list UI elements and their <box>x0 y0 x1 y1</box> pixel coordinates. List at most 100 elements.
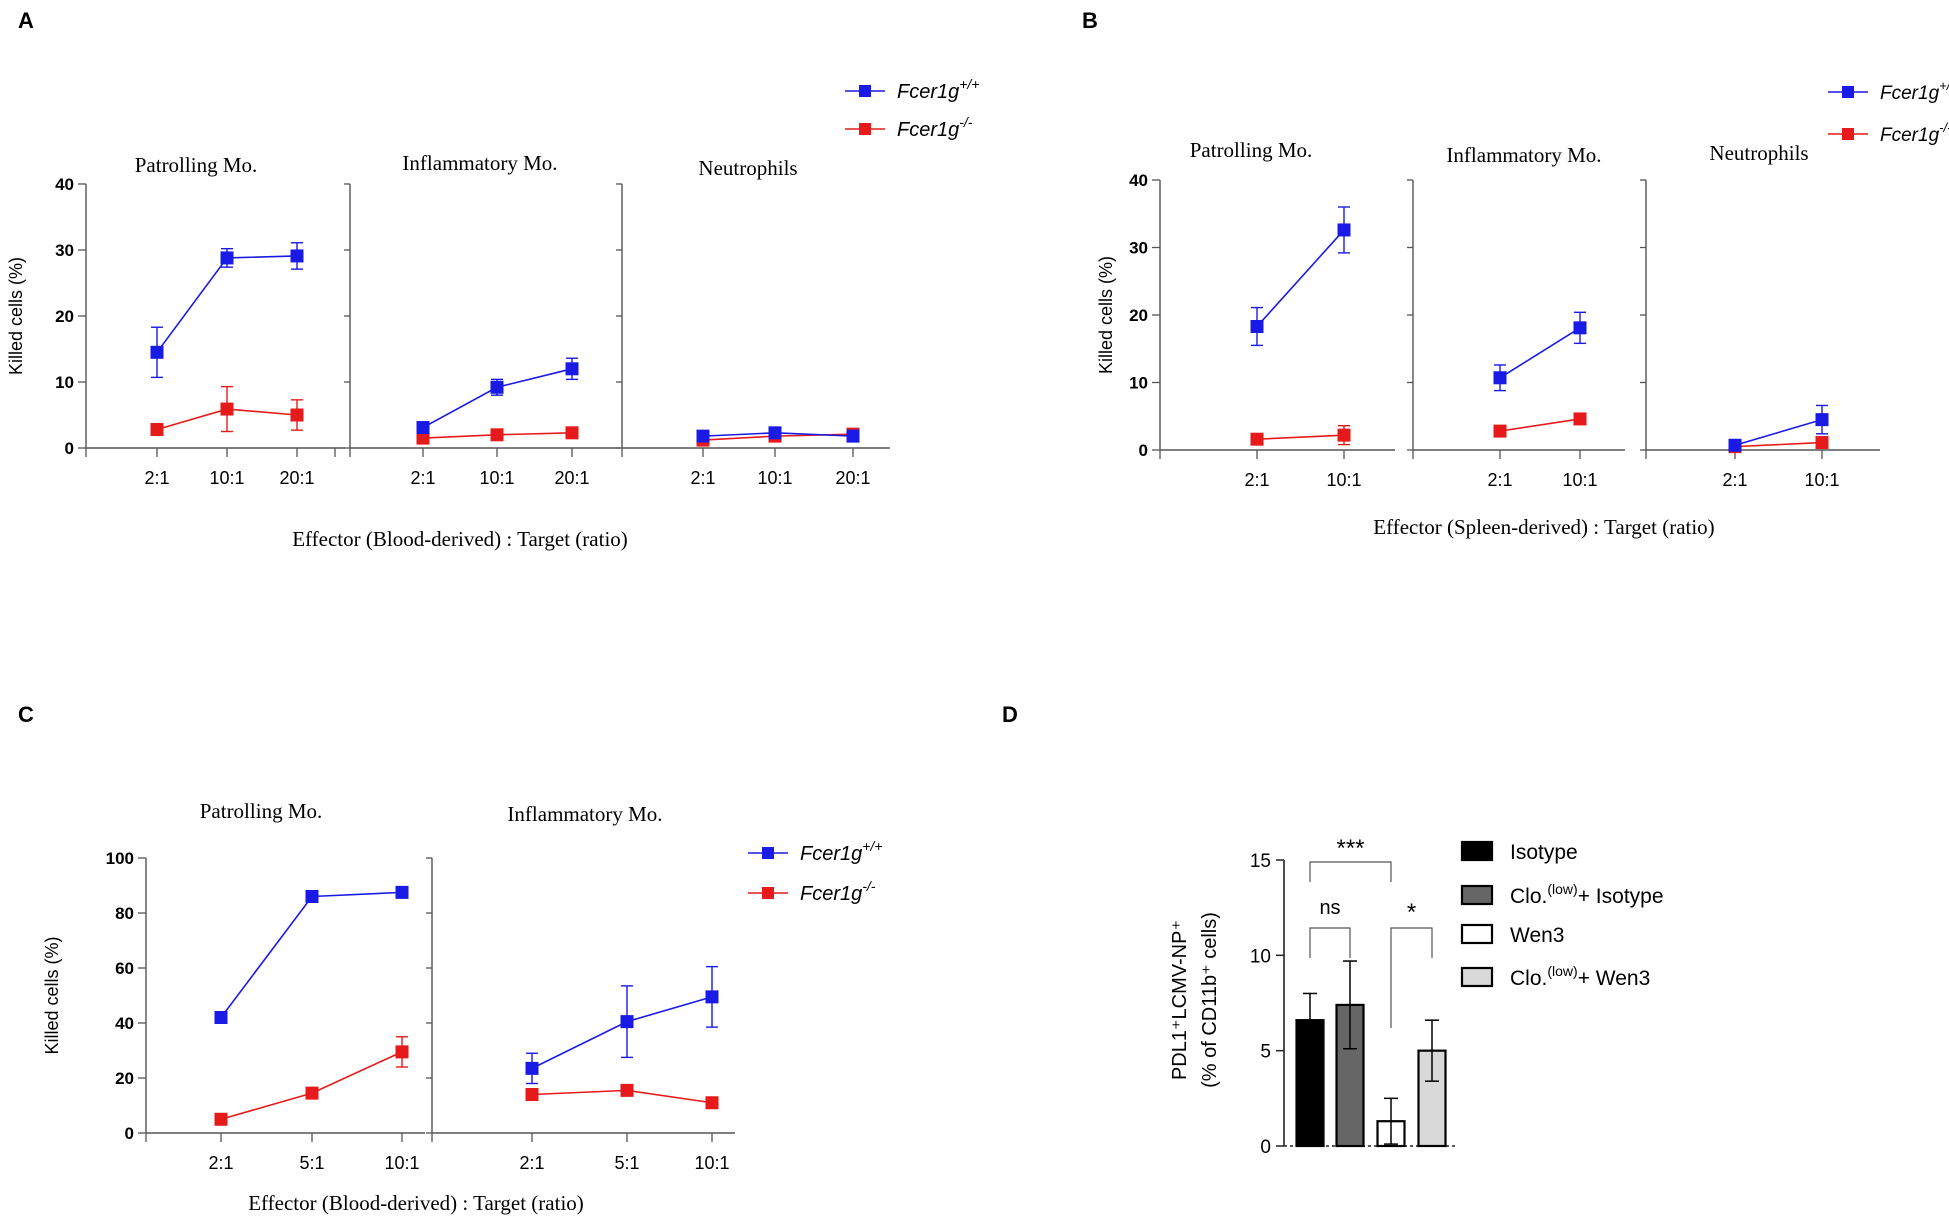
data-point-wt <box>705 990 719 1004</box>
chart-C: 0 20 40 60 80 100 Killed cells (%) Effector (Bl… <box>42 799 883 1215</box>
legend: Fcer1g+/+ Fcer1g-/- <box>845 76 980 141</box>
legend-label: Fcer1g-/- <box>897 114 973 141</box>
y-axis-label: Killed cells (%) <box>6 257 26 375</box>
legend-marker <box>762 847 774 859</box>
data-point-ko <box>150 423 164 437</box>
y-tick-label: 0 <box>1260 1137 1271 1158</box>
legend-label: Wen3 <box>1510 924 1564 947</box>
legend-label: Isotype <box>1510 841 1578 864</box>
x-tick-label: 2:1 <box>208 1153 233 1173</box>
legend-label: Fcer1g+/+ <box>897 76 980 103</box>
x-tick-label: 10:1 <box>1804 470 1839 490</box>
y-tick-label: 10 <box>55 373 74 392</box>
data-point-wt <box>220 251 234 265</box>
panel-label-D: D <box>1002 702 1018 727</box>
legend-main: Fcer1g <box>800 883 862 905</box>
series-line-wt <box>1499 327 1581 379</box>
y-tick-label: 20 <box>115 1069 134 1088</box>
y-tick-label: 20 <box>1129 306 1148 325</box>
subplot-title: Neutrophils <box>698 156 797 180</box>
x-tick-label: 2:1 <box>690 468 715 488</box>
x-tick-label: 2:1 <box>519 1153 544 1173</box>
data-point-ko <box>525 1088 539 1101</box>
series-line-ko <box>1734 441 1823 448</box>
y-tick-label: 100 <box>106 849 134 868</box>
x-tick-label: 10:1 <box>757 468 792 488</box>
data-point-ko <box>214 1112 228 1126</box>
legend-main: Isotype <box>1510 841 1578 864</box>
legend-main: Clo. <box>1510 885 1547 908</box>
data-point-wt <box>525 1061 539 1075</box>
legend-sup: (low) <box>1547 881 1577 897</box>
subplot-title: Patrolling Mo. <box>200 799 323 823</box>
chart-B: 0 10 20 30 40 Killed cells (%) Effector (Splee… <box>1096 78 1949 539</box>
data-point-wt <box>150 345 164 359</box>
series-line-wt <box>422 368 573 429</box>
data-point-ko <box>490 428 504 442</box>
x-axis-label: Effector (Spleen-derived) : Target (rati… <box>1373 515 1714 539</box>
data-point-wt <box>214 1011 228 1024</box>
y-tick-label: 5 <box>1260 1042 1271 1063</box>
y-tick-label: 40 <box>1129 171 1148 190</box>
legend-label: Clo.(low)+ Isotype <box>1510 881 1664 908</box>
y-tick-label: 0 <box>65 439 74 458</box>
legend-sup: +/+ <box>1939 78 1949 93</box>
subplot-2: 2:1 10:1 Neutrophils <box>1640 141 1880 490</box>
x-tick-label: 2:1 <box>1722 470 1747 490</box>
subplot-1: 2:1 5:1 10:1 Inflammatory Mo. <box>426 802 735 1173</box>
x-tick-label: 10:1 <box>384 1153 419 1173</box>
series-line-ko <box>1256 434 1345 440</box>
legend-swatch <box>1460 966 1494 988</box>
y-axis-label-line1: PDL1⁺LCMV-NP⁺ <box>1169 920 1191 1080</box>
legend-main: Clo. <box>1510 967 1547 990</box>
x-tick-label: 10:1 <box>1326 470 1361 490</box>
data-point-wt <box>846 429 860 443</box>
data-point-wt <box>1728 438 1742 452</box>
subplot-title: Patrolling Mo. <box>135 153 258 177</box>
data-point-wt <box>696 429 710 443</box>
series-line-wt <box>220 891 403 1018</box>
data-point-ko <box>1815 436 1829 450</box>
data-point-ko <box>220 402 234 416</box>
legend-label: Fcer1g+/+ <box>1880 78 1949 104</box>
data-point-ko <box>1493 424 1507 438</box>
data-point-wt <box>620 1015 634 1029</box>
legend-tail: + Wen3 <box>1578 967 1651 990</box>
data-point-wt <box>290 249 304 263</box>
legend-sup: -/- <box>959 114 973 130</box>
x-tick-label: 5:1 <box>614 1153 639 1173</box>
subplot-title: Patrolling Mo. <box>1190 138 1313 162</box>
y-tick-label: 0 <box>1139 441 1148 460</box>
subplot-0: 2:1 10:1 Patrolling Mo. <box>1159 138 1395 490</box>
data-point-wt <box>565 362 579 376</box>
legend-main: Fcer1g <box>1880 83 1940 104</box>
subplot-title: Neutrophils <box>1709 141 1808 165</box>
legend-sup: +/+ <box>959 76 979 92</box>
legend-main: Fcer1g <box>800 843 862 865</box>
series-line-ko <box>220 1051 403 1121</box>
legend: Fcer1g+/+Fcer1g-/- <box>748 838 883 905</box>
data-point-ko <box>1250 432 1264 446</box>
significance-label: ns <box>1319 897 1340 919</box>
data-point-ko <box>620 1083 634 1097</box>
legend-sup: -/- <box>862 878 876 894</box>
x-tick-label: 20:1 <box>835 468 870 488</box>
legend-main: Fcer1g <box>1880 125 1940 146</box>
y-axis-label-line2: (% of CD11b⁺ cells) <box>1199 912 1221 1088</box>
panel-label-B: B <box>1082 8 1098 33</box>
x-tick-label: 10:1 <box>479 468 514 488</box>
subplot-0: 2:1 5:1 10:1 Patrolling Mo. <box>145 799 425 1173</box>
y-tick-label: 40 <box>115 1014 134 1033</box>
data-point-ko <box>1573 412 1587 426</box>
data-point-ko <box>705 1096 719 1110</box>
legend-sup: -/- <box>1939 120 1949 135</box>
y-axis-label: Killed cells (%) <box>42 936 62 1054</box>
data-point-ko <box>305 1086 319 1100</box>
legend-marker <box>859 85 871 97</box>
data-point-ko <box>395 1045 409 1059</box>
subplot-2: 2:1 10:1 20:1 Neutrophils <box>616 156 890 488</box>
y-tick-label: 10 <box>1129 374 1148 393</box>
y-tick-label: 30 <box>55 241 74 260</box>
